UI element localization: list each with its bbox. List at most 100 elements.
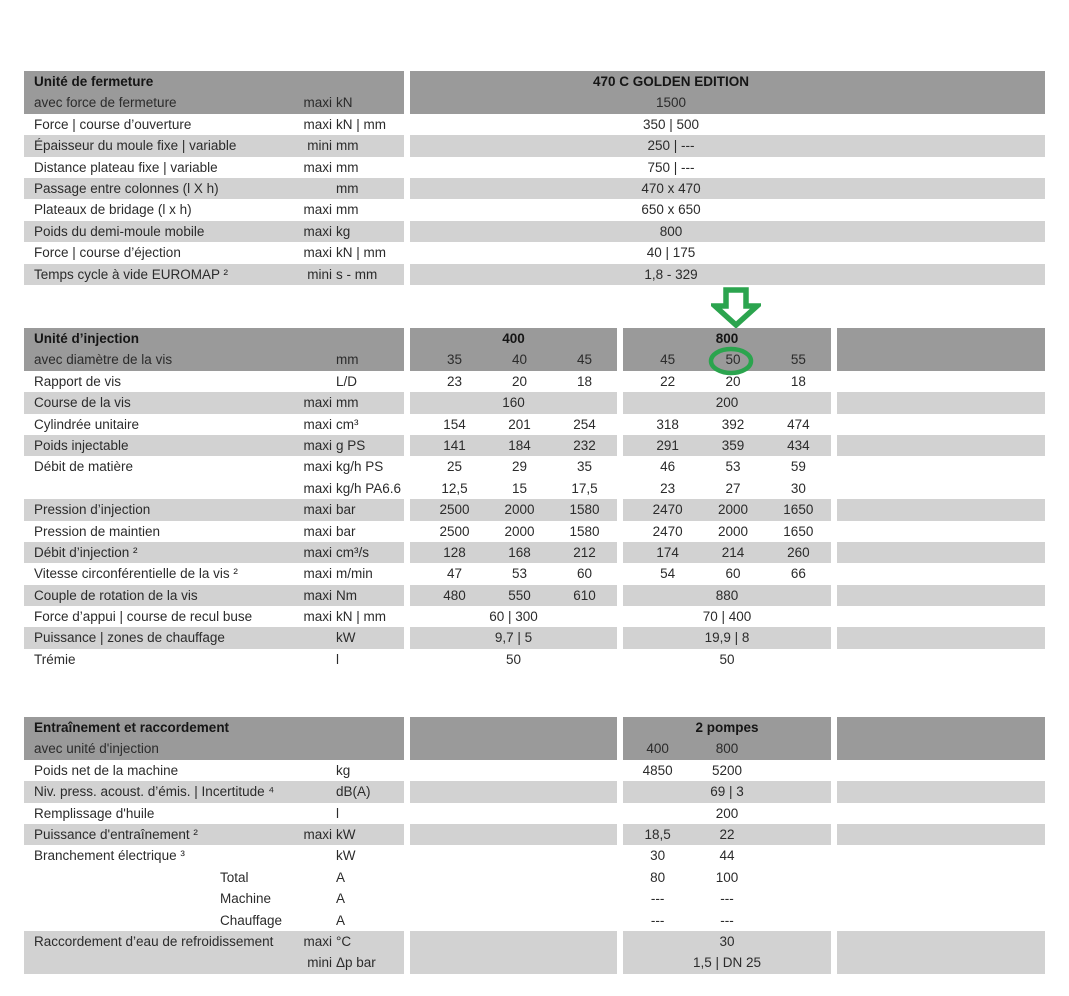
values-400: 2500 2000 1580 <box>439 523 600 539</box>
values-400: 23 20 18 <box>446 373 593 389</box>
values: 30 44 <box>650 848 735 864</box>
model-name: 470 C GOLDEN EDITION <box>410 71 1045 93</box>
section-subheader-row: avec force de fermeture maxi kN 1500 <box>24 92 1045 114</box>
section-title: Unité de fermeture <box>34 74 154 89</box>
row-label: avec diamètre de la vis <box>34 352 173 368</box>
values-800: 50 <box>719 651 735 667</box>
spec-row: Remplissage d'huile l 200 <box>24 803 1045 824</box>
values-800: 22 20 18 <box>660 373 806 389</box>
row-label: Course de la vis <box>34 395 131 411</box>
row-unit: kN <box>336 95 353 111</box>
values-800: 200 <box>623 392 831 414</box>
values-800: 23 27 30 <box>660 480 806 496</box>
row-label: Force d’appui | course de recul buse <box>34 609 253 625</box>
spec-row: Vitesse circonférentielle de la vis ² max… <box>24 563 1045 584</box>
row-label: Épaisseur du moule fixe | variable <box>34 138 237 154</box>
values-400: 9,7 | 5 <box>410 627 617 649</box>
value: 1,8 - 329 <box>410 263 1045 285</box>
value: 800 <box>410 220 1045 243</box>
row-label: Distance plateau fixe | variable <box>34 159 218 175</box>
spec-row: Total A 80 100 <box>24 867 1045 888</box>
values-400: 50 <box>505 651 522 667</box>
row-label: Débit d’injection ² <box>34 544 138 560</box>
values: --- --- <box>650 891 734 907</box>
spec-row: Force | course d’éjection maxi kN | mm 40 … <box>24 242 1045 263</box>
values: 4850 5200 <box>642 762 743 778</box>
values-800: 2470 2000 1650 <box>623 499 831 521</box>
spec-row: Couple de rotation de la vis maxi Nm 480 55… <box>24 584 1045 607</box>
section-title: Unité d’injection <box>34 331 140 346</box>
row-unit: kg <box>336 223 351 239</box>
row-label: Puissance d'entraînement ² <box>34 826 198 842</box>
values-400: 141 184 232 <box>410 434 617 457</box>
row-label: Poids injectable <box>34 437 129 453</box>
screw-diameters-400: 35 40 45 <box>410 349 617 371</box>
row-unit: mm <box>336 159 359 175</box>
row-label: Raccordement d’eau de refroidissement <box>34 933 274 949</box>
values-800: 291 359 434 <box>623 434 831 457</box>
column-group-empty <box>837 328 1045 350</box>
values-400: 128 168 212 <box>410 541 617 564</box>
row-label: Plateaux de bridage (l x h) <box>34 202 192 218</box>
spec-row: Course de la vis maxi mm 160 200 <box>24 392 1045 414</box>
row-unit: mm <box>336 180 359 196</box>
pumps-header: 2 pompes <box>623 717 831 739</box>
row-unit: kN | mm <box>336 245 386 261</box>
row-label: Force | course d’éjection <box>34 245 181 261</box>
values-800: 174 214 260 <box>623 541 831 564</box>
spec-row: Puissance d'entraînement ² maxi kW 18,5 22 <box>24 823 1045 846</box>
value: 470 x 470 <box>410 177 1045 200</box>
values: 200 <box>715 805 739 821</box>
row-unit: mm <box>336 352 359 368</box>
values-800: 2470 2000 1650 <box>652 523 814 539</box>
green-down-arrow-annotation <box>711 287 761 328</box>
row-label: Vitesse circonférentielle de la vis ² <box>34 566 238 582</box>
row-label: Couple de rotation de la vis <box>34 587 198 603</box>
values-800: 70 | 400 <box>702 609 752 625</box>
spec-row: Force | course d’ouverture maxi kN | mm 35… <box>24 114 1045 135</box>
row-label: Branchement électrique ³ <box>34 848 185 864</box>
value: 40 | 175 <box>646 245 696 261</box>
spec-row: Poids du demi-moule mobile maxi kg 800 <box>24 220 1045 243</box>
section-title: Entraînement et raccordement <box>34 720 230 735</box>
values-800: 19,9 | 8 <box>623 627 831 649</box>
row-qualifier: maxi <box>303 202 332 218</box>
values-400: 25 29 35 <box>446 459 593 475</box>
values: 1,5 | DN 25 <box>623 952 831 974</box>
values-800: 46 53 59 <box>660 459 806 475</box>
spec-row: Branchement électrique ³ kW 30 44 <box>24 845 1045 866</box>
spec-row: Plateaux de bridage (l x h) maxi mm 650 x … <box>24 199 1045 220</box>
row-label: Rapport de vis <box>34 373 122 389</box>
row-qualifier: mini <box>307 266 332 282</box>
row-label: avec unité d'injection <box>34 741 159 757</box>
value: 1500 <box>410 92 1045 114</box>
column-group-400: 400 <box>410 328 617 350</box>
row-label: Remplissage d'huile <box>34 805 155 821</box>
row-label: Passage entre colonnes (l X h) <box>34 180 219 196</box>
spec-row: Débit de matière maxi kg/h PS 25 29 35 46 53 5… <box>24 456 1045 477</box>
spec-row: Cylindrée unitaire maxi cm³ 154 201 254 318 3… <box>24 414 1045 435</box>
row-label: avec force de fermeture <box>34 95 177 111</box>
values: 18,5 22 <box>623 823 831 846</box>
section-subheader-row: avec diamètre de la vis mm 35 40 45 45 50 55 <box>24 349 1045 371</box>
values-400: 60 | 300 <box>489 609 538 625</box>
row-qualifier: maxi <box>303 223 332 239</box>
spec-row: Distance plateau fixe | variable maxi mm 7… <box>24 157 1045 178</box>
row-unit: kN | mm <box>336 116 386 132</box>
section-injection-unit: Unité d’injection 400 800 avec diamètre … <box>24 328 1045 670</box>
values-800: 318 392 474 <box>656 416 810 432</box>
row-sublabel: Machine <box>220 891 272 907</box>
values: 69 | 3 <box>623 781 831 803</box>
circled-diameter-50: 50 <box>725 352 741 368</box>
spec-row: Poids injectable maxi g PS 141 184 232 291 35… <box>24 434 1045 457</box>
column-group-800: 800 <box>623 328 831 350</box>
row-label: Poids net de la machine <box>34 762 179 778</box>
values-800: 880 <box>623 584 831 607</box>
row-qualifier: maxi <box>303 245 332 261</box>
row-label: Cylindrée unitaire <box>34 416 140 432</box>
values-800: 54 60 66 <box>660 566 806 582</box>
spec-row: Raccordement d’eau de refroidissement max… <box>24 930 1045 953</box>
spec-row: Rapport de vis L/D 23 20 18 22 20 18 <box>24 371 1045 392</box>
spec-row: Trémie l 50 50 <box>24 649 1045 670</box>
row-label: Trémie <box>34 651 76 667</box>
